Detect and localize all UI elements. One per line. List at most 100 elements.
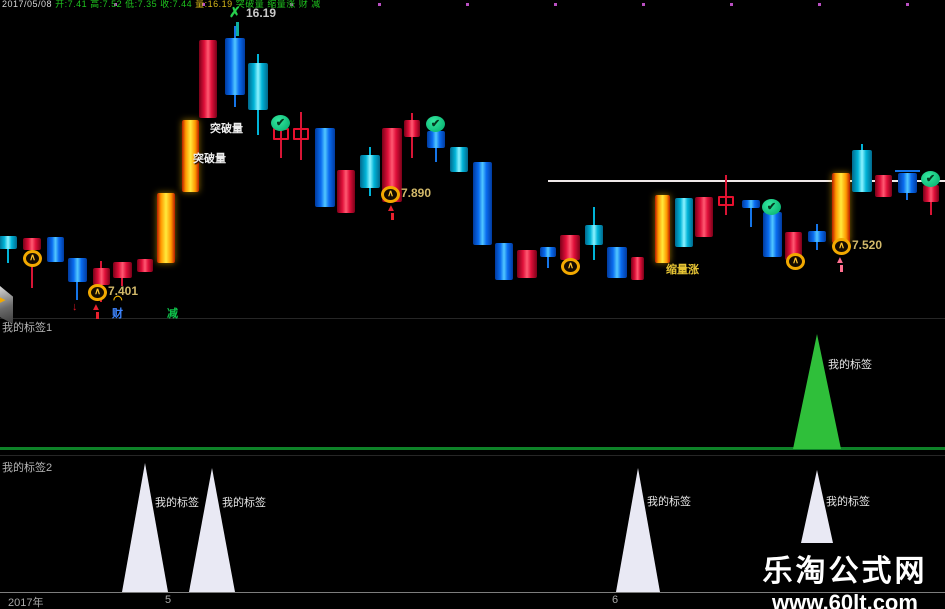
candlestick [382, 128, 402, 202]
candle-wick [750, 200, 752, 227]
price-label: 7.520 [852, 238, 883, 252]
candlestick [315, 128, 335, 207]
candle-wick [7, 236, 9, 263]
x-axis-tick-may: 5 [165, 594, 172, 606]
candlestick [427, 131, 445, 148]
month-marker-dot [906, 3, 909, 6]
month-marker-dot [642, 3, 645, 6]
candlestick [695, 197, 713, 237]
candlestick [112, 262, 132, 278]
month-marker-dot [290, 3, 293, 6]
header-date: 2017/05/08 [2, 0, 53, 9]
candlestick [0, 236, 17, 249]
month-marker-dot [378, 3, 381, 6]
price-label: 7.890 [401, 186, 432, 200]
candlestick [718, 196, 734, 206]
green-signal-triangle [793, 334, 841, 449]
price-label: 7.401 [108, 284, 139, 298]
candlestick [832, 173, 850, 243]
candlestick [897, 173, 917, 193]
panel2-indicator-label: 我的标签1 [2, 322, 53, 334]
candlestick [852, 150, 872, 192]
candlestick [654, 195, 670, 263]
candlestick [137, 259, 153, 272]
candlestick [923, 185, 939, 202]
month-marker-dot [202, 3, 205, 6]
candlestick [92, 268, 110, 285]
candlestick [762, 212, 782, 257]
triangle-label: 我的标签 [222, 497, 266, 509]
white-signal-triangle [801, 470, 833, 543]
month-marker-dot [554, 3, 557, 6]
candlestick [360, 155, 380, 188]
candlestick [630, 257, 644, 280]
green-check-icon: ✔ [426, 116, 445, 132]
gold-signal-icon: ∧ [561, 258, 580, 275]
gold-signal-icon: ∧ [381, 186, 400, 203]
candlestick [585, 225, 603, 245]
gold-arch-icon: ◠ [113, 294, 123, 306]
watermark: 乐淘公式网 www.60lt.com [700, 546, 945, 609]
panel-separator [0, 318, 945, 319]
sell-signal-icon: ✗ [229, 4, 241, 20]
up-arrow-stem [391, 213, 394, 220]
white-signal-triangle [189, 468, 235, 592]
candlestick [337, 170, 355, 213]
white-signal-triangle [122, 463, 168, 592]
header-volume: 量:16.19 [195, 0, 233, 9]
candlestick [404, 120, 420, 137]
candle-wick [280, 128, 282, 158]
sell-marker-stem [236, 22, 239, 36]
candlestick [874, 175, 892, 197]
reduce-label: 减 [167, 308, 178, 320]
up-arrow-stem [96, 312, 99, 319]
month-marker-dot [114, 3, 117, 6]
candlestick [560, 235, 580, 260]
candlestick [808, 231, 826, 242]
shrink-rise-label: 缩量涨 [666, 264, 699, 276]
gold-signal-icon: ∧ [88, 284, 107, 301]
zero-baseline [0, 447, 945, 450]
candlestick [517, 250, 537, 278]
green-check-icon: ✔ [762, 199, 781, 215]
triangle-label: 我的标签 [647, 496, 691, 508]
red-down-glyph: ↓ [72, 301, 78, 313]
gold-signal-icon: ∧ [786, 253, 805, 270]
x-axis-tick-june: 6 [612, 594, 619, 606]
gold-signal-icon: ∧ [23, 250, 42, 267]
triangle-label: 我的标签 [828, 359, 872, 371]
candlestick [181, 120, 199, 192]
candlestick [225, 38, 245, 95]
candle-wick [300, 112, 302, 160]
candlestick [248, 63, 268, 110]
up-arrow-icon: ▲ [91, 302, 101, 313]
up-arrow-stem [840, 265, 843, 272]
candlestick [67, 258, 87, 282]
left-edge-fold[interactable]: ▸ [0, 286, 13, 324]
triangle-label: 我的标签 [155, 497, 199, 509]
white-signal-triangle [616, 468, 660, 592]
x-axis-year-label: 2017年 [8, 597, 44, 609]
month-marker-dot [818, 3, 821, 6]
candlestick [157, 193, 175, 263]
candlestick [607, 247, 627, 278]
candlestick [199, 40, 217, 118]
candlestick [742, 200, 760, 208]
month-marker-dot [730, 3, 733, 6]
candlestick [495, 243, 513, 280]
candlestick [450, 147, 468, 172]
panel-separator [0, 455, 945, 456]
candle-wick [547, 247, 549, 268]
candlestick [46, 237, 64, 262]
watermark-site-name: 乐淘公式网 [762, 555, 928, 588]
up-arrow-icon: ▲ [386, 203, 396, 214]
candlestick [23, 238, 41, 250]
wealth-label: 财 [112, 308, 123, 320]
candle-wick [725, 175, 727, 215]
candlestick [675, 198, 693, 247]
header-ohlc-values: 开:7.41 高:7.52 低:7.35 收:7.44 [55, 0, 193, 9]
expand-arrow-icon[interactable]: ▸ [0, 294, 6, 306]
candlestick [472, 162, 492, 245]
triangle-label: 我的标签 [826, 496, 870, 508]
